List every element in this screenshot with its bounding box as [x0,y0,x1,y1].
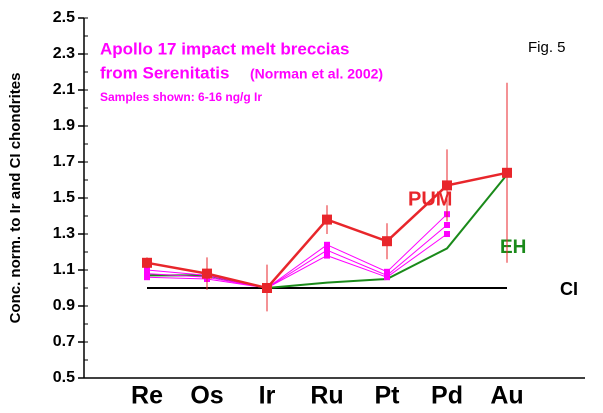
y-axis-label: Conc. norm. to Ir and CI chondrites [7,73,24,324]
marker [202,268,212,279]
marker [142,257,152,268]
marker [382,236,392,247]
x-tick-label: Pd [431,382,463,410]
y-tick-label: 1.1 [53,261,75,278]
marker [322,214,332,225]
marker [442,180,452,191]
marker [502,167,512,178]
marker [324,252,330,259]
y-tick-label: 0.7 [53,333,75,350]
marker [144,270,150,277]
y-tick-label: 2.5 [53,9,75,26]
y-tick-label: 1.7 [53,153,75,170]
marker [324,241,330,248]
series-label: PUM [408,188,452,210]
series-line [146,213,448,289]
series-line [146,224,448,289]
x-tick-label: Ru [310,382,343,410]
figure-label: Fig. 5 [528,39,566,56]
x-tick-label: Ir [259,382,276,410]
y-tick-label: 2.3 [53,45,75,62]
citation: (Norman et al. 2002) [250,66,383,82]
note: Samples shown: 6-16 ng/g Ir [100,90,262,104]
x-tick-label: Pt [375,382,401,410]
marker [262,283,272,293]
marker [444,222,450,228]
y-tick-label: 1.9 [53,117,75,134]
marker [144,274,150,281]
chart-subtitle: from Serenitatis [100,63,229,82]
y-tick-label: 1.3 [53,225,75,242]
marker [384,268,390,275]
y-tick-label: 2.1 [53,81,75,98]
x-tick-label: Re [131,382,163,410]
marker [324,247,330,254]
x-tick-label: Au [490,382,523,410]
chart-title: Apollo 17 impact melt breccias [100,39,349,58]
marker [444,231,450,237]
series-label: EH [500,237,526,258]
series-label: CI [560,279,578,299]
y-tick-label: 1.5 [53,189,75,206]
y-tick-label: 0.9 [53,297,75,314]
y-tick-label: 0.5 [53,369,75,386]
series-line [146,233,448,289]
marker [144,267,150,273]
marker [384,274,390,281]
x-tick-label: Os [190,382,223,410]
